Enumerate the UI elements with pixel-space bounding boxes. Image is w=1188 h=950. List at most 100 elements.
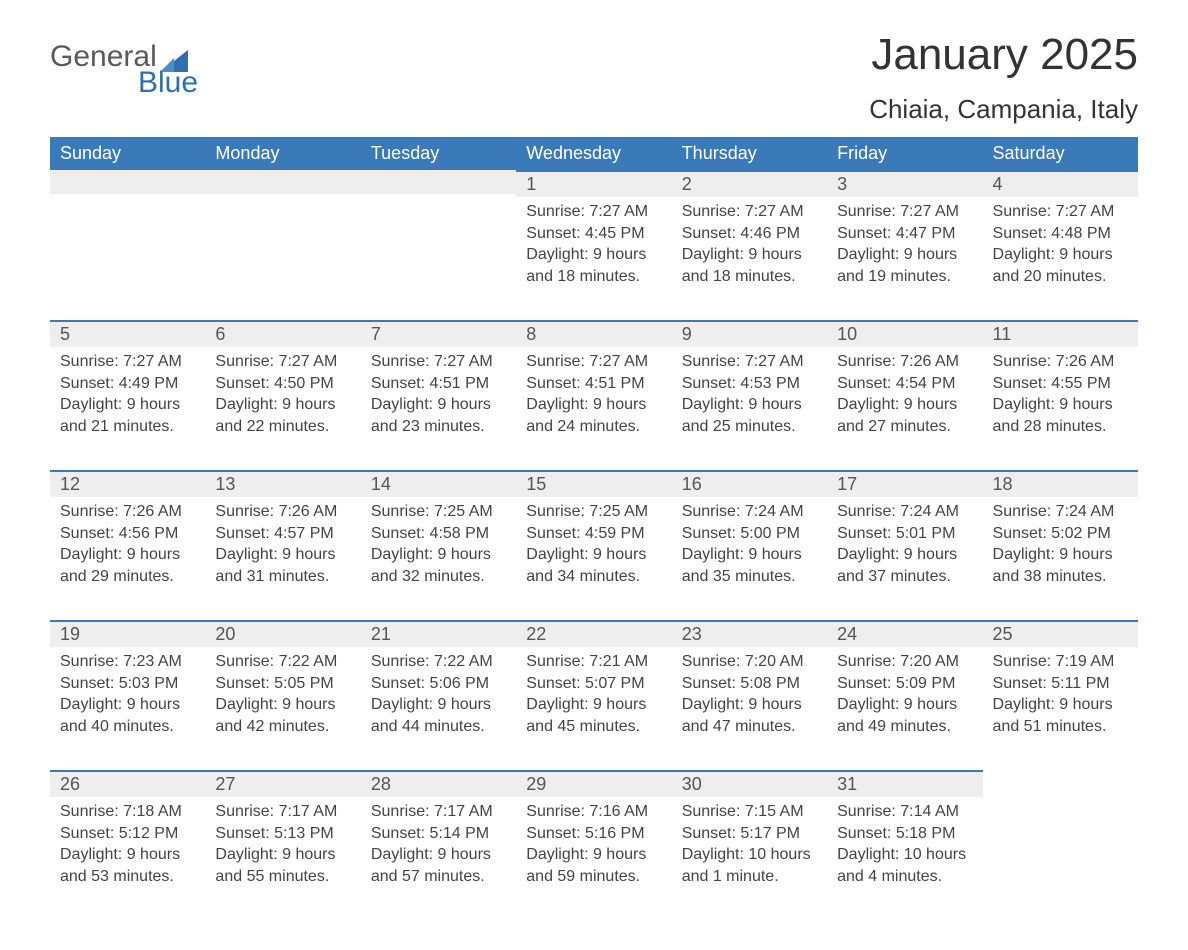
day-data: Sunrise: 7:22 AMSunset: 5:06 PMDaylight:…	[361, 647, 516, 751]
calendar-cell: 20Sunrise: 7:22 AMSunset: 5:05 PMDayligh…	[205, 620, 360, 770]
calendar-cell: 17Sunrise: 7:24 AMSunset: 5:01 PMDayligh…	[827, 470, 982, 620]
day-data: Sunrise: 7:26 AMSunset: 4:57 PMDaylight:…	[205, 497, 360, 601]
sunset-line: Sunset: 5:13 PM	[215, 823, 350, 845]
day-number: 4	[983, 172, 1138, 197]
logo: General Blue	[50, 40, 198, 100]
day-number: 5	[50, 322, 205, 347]
day-number: 2	[672, 172, 827, 197]
sunrise-line: Sunrise: 7:24 AM	[837, 501, 972, 523]
day-data: Sunrise: 7:20 AMSunset: 5:09 PMDaylight:…	[827, 647, 982, 751]
daylight-line: Daylight: 9 hours and 40 minutes.	[60, 694, 195, 737]
day-cell: 13Sunrise: 7:26 AMSunset: 4:57 PMDayligh…	[205, 470, 360, 601]
sunset-line: Sunset: 5:16 PM	[526, 823, 661, 845]
daylight-line: Daylight: 9 hours and 38 minutes.	[993, 544, 1128, 587]
calendar-cell: 6Sunrise: 7:27 AMSunset: 4:50 PMDaylight…	[205, 320, 360, 470]
day-data: Sunrise: 7:27 AMSunset: 4:48 PMDaylight:…	[983, 197, 1138, 301]
daylight-line: Daylight: 9 hours and 35 minutes.	[682, 544, 817, 587]
day-number: 21	[361, 622, 516, 647]
calendar-cell: 18Sunrise: 7:24 AMSunset: 5:02 PMDayligh…	[983, 470, 1138, 620]
daylight-line: Daylight: 9 hours and 31 minutes.	[215, 544, 350, 587]
day-data: Sunrise: 7:26 AMSunset: 4:55 PMDaylight:…	[983, 347, 1138, 451]
day-cell: 11Sunrise: 7:26 AMSunset: 4:55 PMDayligh…	[983, 320, 1138, 451]
weekday-header: Wednesday	[516, 137, 671, 170]
sunset-line: Sunset: 5:17 PM	[682, 823, 817, 845]
day-data: Sunrise: 7:16 AMSunset: 5:16 PMDaylight:…	[516, 797, 671, 901]
day-data: Sunrise: 7:15 AMSunset: 5:17 PMDaylight:…	[672, 797, 827, 901]
day-cell: 21Sunrise: 7:22 AMSunset: 5:06 PMDayligh…	[361, 620, 516, 751]
day-number: 27	[205, 772, 360, 797]
sunset-line: Sunset: 5:14 PM	[371, 823, 506, 845]
weekday-header: Saturday	[983, 137, 1138, 170]
calendar-week: 19Sunrise: 7:23 AMSunset: 5:03 PMDayligh…	[50, 620, 1138, 770]
sunset-line: Sunset: 4:56 PM	[60, 523, 195, 545]
sunrise-line: Sunrise: 7:26 AM	[215, 501, 350, 523]
header: General Blue January 2025 Chiaia, Campan…	[50, 30, 1138, 125]
daylight-line: Daylight: 9 hours and 34 minutes.	[526, 544, 661, 587]
day-number: 18	[983, 472, 1138, 497]
sunrise-line: Sunrise: 7:27 AM	[526, 351, 661, 373]
day-number: 20	[205, 622, 360, 647]
day-data: Sunrise: 7:23 AMSunset: 5:03 PMDaylight:…	[50, 647, 205, 751]
sunset-line: Sunset: 4:58 PM	[371, 523, 506, 545]
sunset-line: Sunset: 5:18 PM	[837, 823, 972, 845]
calendar-week: 26Sunrise: 7:18 AMSunset: 5:12 PMDayligh…	[50, 770, 1138, 920]
sunrise-line: Sunrise: 7:27 AM	[371, 351, 506, 373]
calendar-cell: 16Sunrise: 7:24 AMSunset: 5:00 PMDayligh…	[672, 470, 827, 620]
day-data: Sunrise: 7:27 AMSunset: 4:53 PMDaylight:…	[672, 347, 827, 451]
day-number: 23	[672, 622, 827, 647]
day-data: Sunrise: 7:27 AMSunset: 4:46 PMDaylight:…	[672, 197, 827, 301]
day-data: Sunrise: 7:27 AMSunset: 4:47 PMDaylight:…	[827, 197, 982, 301]
day-cell: 23Sunrise: 7:20 AMSunset: 5:08 PMDayligh…	[672, 620, 827, 751]
day-data: Sunrise: 7:24 AMSunset: 5:01 PMDaylight:…	[827, 497, 982, 601]
day-data: Sunrise: 7:17 AMSunset: 5:14 PMDaylight:…	[361, 797, 516, 901]
sunrise-line: Sunrise: 7:17 AM	[371, 801, 506, 823]
day-cell: 17Sunrise: 7:24 AMSunset: 5:01 PMDayligh…	[827, 470, 982, 601]
sail-icon	[160, 46, 188, 68]
day-number: 16	[672, 472, 827, 497]
day-cell: 12Sunrise: 7:26 AMSunset: 4:56 PMDayligh…	[50, 470, 205, 601]
sunrise-line: Sunrise: 7:27 AM	[682, 201, 817, 223]
day-data: Sunrise: 7:18 AMSunset: 5:12 PMDaylight:…	[50, 797, 205, 901]
daylight-line: Daylight: 9 hours and 18 minutes.	[682, 244, 817, 287]
weekday-header: Friday	[827, 137, 982, 170]
day-data: Sunrise: 7:24 AMSunset: 5:02 PMDaylight:…	[983, 497, 1138, 601]
sunset-line: Sunset: 5:01 PM	[837, 523, 972, 545]
empty-day-strip	[205, 170, 360, 194]
sunrise-line: Sunrise: 7:25 AM	[371, 501, 506, 523]
sunset-line: Sunset: 5:06 PM	[371, 673, 506, 695]
weekday-header: Sunday	[50, 137, 205, 170]
day-cell: 14Sunrise: 7:25 AMSunset: 4:58 PMDayligh…	[361, 470, 516, 601]
sunrise-line: Sunrise: 7:15 AM	[682, 801, 817, 823]
day-data: Sunrise: 7:27 AMSunset: 4:51 PMDaylight:…	[516, 347, 671, 451]
sunset-line: Sunset: 5:08 PM	[682, 673, 817, 695]
day-number: 31	[827, 772, 982, 797]
calendar-cell: 24Sunrise: 7:20 AMSunset: 5:09 PMDayligh…	[827, 620, 982, 770]
daylight-line: Daylight: 9 hours and 21 minutes.	[60, 394, 195, 437]
calendar-cell: 27Sunrise: 7:17 AMSunset: 5:13 PMDayligh…	[205, 770, 360, 920]
sunrise-line: Sunrise: 7:27 AM	[526, 201, 661, 223]
day-number: 28	[361, 772, 516, 797]
day-cell: 16Sunrise: 7:24 AMSunset: 5:00 PMDayligh…	[672, 470, 827, 601]
day-number: 9	[672, 322, 827, 347]
sunset-line: Sunset: 5:03 PM	[60, 673, 195, 695]
sunrise-line: Sunrise: 7:20 AM	[682, 651, 817, 673]
sunset-line: Sunset: 4:48 PM	[993, 223, 1128, 245]
calendar-body: 1Sunrise: 7:27 AMSunset: 4:45 PMDaylight…	[50, 170, 1138, 920]
day-cell: 28Sunrise: 7:17 AMSunset: 5:14 PMDayligh…	[361, 770, 516, 901]
calendar-cell: 11Sunrise: 7:26 AMSunset: 4:55 PMDayligh…	[983, 320, 1138, 470]
calendar-cell: 19Sunrise: 7:23 AMSunset: 5:03 PMDayligh…	[50, 620, 205, 770]
calendar-cell: 21Sunrise: 7:22 AMSunset: 5:06 PMDayligh…	[361, 620, 516, 770]
day-cell: 24Sunrise: 7:20 AMSunset: 5:09 PMDayligh…	[827, 620, 982, 751]
daylight-line: Daylight: 9 hours and 45 minutes.	[526, 694, 661, 737]
sunrise-line: Sunrise: 7:22 AM	[215, 651, 350, 673]
weekday-header: Monday	[205, 137, 360, 170]
weekday-header: Thursday	[672, 137, 827, 170]
day-cell: 31Sunrise: 7:14 AMSunset: 5:18 PMDayligh…	[827, 770, 982, 901]
daylight-line: Daylight: 9 hours and 25 minutes.	[682, 394, 817, 437]
day-number: 25	[983, 622, 1138, 647]
calendar-cell: 2Sunrise: 7:27 AMSunset: 4:46 PMDaylight…	[672, 170, 827, 320]
empty-day-strip	[50, 170, 205, 194]
day-cell: 3Sunrise: 7:27 AMSunset: 4:47 PMDaylight…	[827, 170, 982, 301]
day-number: 1	[516, 172, 671, 197]
day-cell: 2Sunrise: 7:27 AMSunset: 4:46 PMDaylight…	[672, 170, 827, 301]
